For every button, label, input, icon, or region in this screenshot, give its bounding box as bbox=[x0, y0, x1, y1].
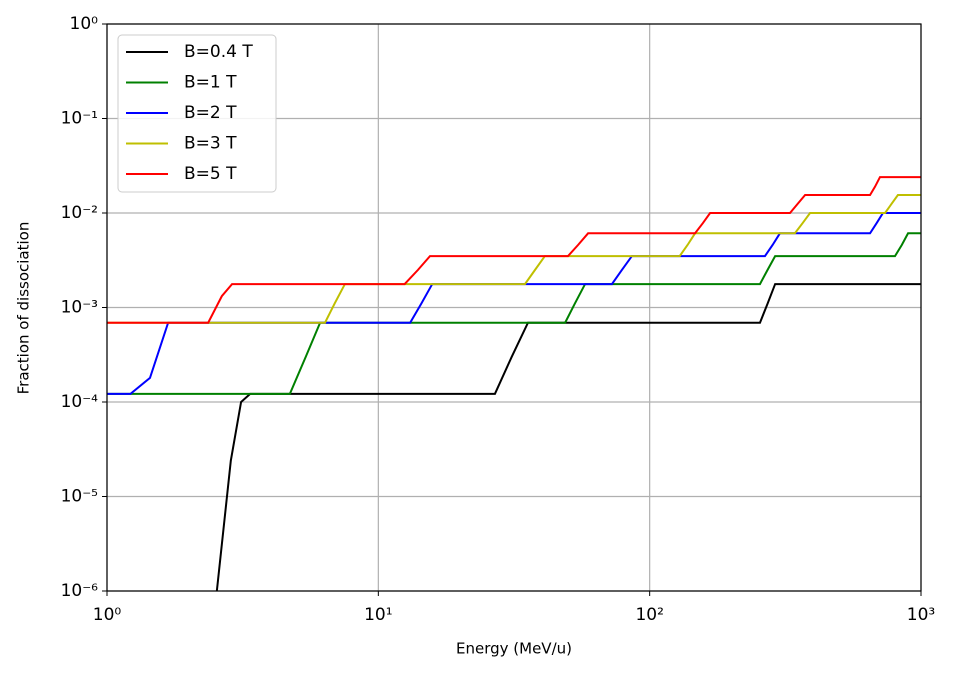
series-line bbox=[215, 283, 921, 591]
y-tick-label: 10⁰ bbox=[70, 14, 99, 34]
ticks: 10⁰ 10¹ 10² 10³ 10⁰ 10⁻¹ 10⁻² 10⁻³ 10⁻⁴ 10⁻⁵ 10⁻⁶ bbox=[61, 14, 936, 625]
lines bbox=[107, 176, 921, 591]
legend-label: B=5 T bbox=[184, 164, 237, 184]
legend-label: B=3 T bbox=[184, 134, 237, 154]
legend: B=0.4 T B=1 T B=2 T B=3 T B=5 T bbox=[117, 34, 277, 193]
series-line bbox=[107, 194, 921, 324]
x-tick-label: 10¹ bbox=[364, 605, 392, 625]
x-tick-label: 10⁰ bbox=[93, 605, 122, 625]
series-line bbox=[107, 232, 921, 395]
y-tick-label: 10⁻⁴ bbox=[61, 392, 99, 412]
legend-label: B=0.4 T bbox=[184, 42, 253, 62]
x-tick-label: 10³ bbox=[907, 605, 935, 625]
legend-label: B=1 T bbox=[184, 73, 237, 93]
legend-label: B=2 T bbox=[184, 103, 237, 123]
legend-box bbox=[117, 34, 277, 193]
y-tick-label: 10⁻² bbox=[61, 203, 98, 223]
x-axis-label: Energy (MeV/u) bbox=[456, 640, 572, 658]
series-line bbox=[107, 212, 921, 395]
x-tick-label: 10² bbox=[635, 605, 663, 625]
y-tick-label: 10⁻⁵ bbox=[61, 487, 98, 507]
series-line bbox=[107, 176, 921, 324]
y-axis-label: Fraction of dissociation bbox=[15, 222, 33, 395]
y-tick-label: 10⁻³ bbox=[61, 298, 98, 318]
y-tick-label: 10⁻⁶ bbox=[61, 581, 99, 601]
y-tick-label: 10⁻¹ bbox=[61, 109, 98, 129]
